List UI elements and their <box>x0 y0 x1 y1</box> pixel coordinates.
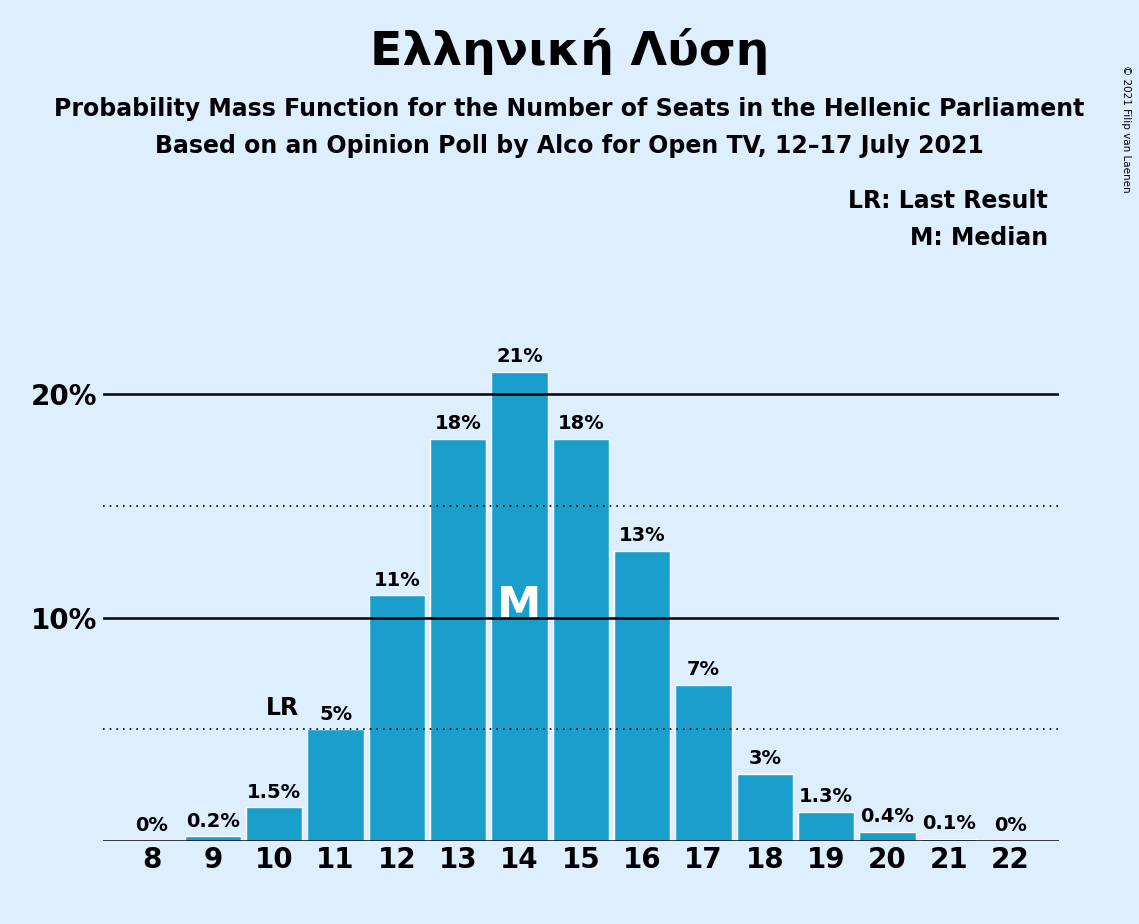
Text: 3%: 3% <box>748 749 781 768</box>
Text: 0.2%: 0.2% <box>186 812 240 831</box>
Bar <box>246 808 303 841</box>
Text: 13%: 13% <box>618 526 665 545</box>
Text: 0%: 0% <box>993 816 1026 835</box>
Bar <box>369 595 425 841</box>
Bar <box>185 836 241 841</box>
Bar <box>675 685 731 841</box>
Text: © 2021 Filip van Laenen: © 2021 Filip van Laenen <box>1121 65 1131 192</box>
Text: Ελληνική Λύση: Ελληνική Λύση <box>370 28 769 75</box>
Text: 0.1%: 0.1% <box>921 814 976 833</box>
Text: 0%: 0% <box>136 816 169 835</box>
Text: Based on an Opinion Poll by Alco for Open TV, 12–17 July 2021: Based on an Opinion Poll by Alco for Ope… <box>155 134 984 158</box>
Bar <box>798 812 854 841</box>
Text: 21%: 21% <box>497 347 543 366</box>
Text: Probability Mass Function for the Number of Seats in the Hellenic Parliament: Probability Mass Function for the Number… <box>55 97 1084 121</box>
Bar <box>737 774 793 841</box>
Bar <box>614 551 671 841</box>
Text: LR: Last Result: LR: Last Result <box>849 189 1048 213</box>
Bar <box>552 439 609 841</box>
Text: 1.5%: 1.5% <box>247 783 302 802</box>
Text: 1.3%: 1.3% <box>800 787 853 807</box>
Bar <box>859 832 916 841</box>
Text: 5%: 5% <box>319 705 352 723</box>
Bar <box>431 439 486 841</box>
Text: M: M <box>498 585 542 628</box>
Text: 7%: 7% <box>687 660 720 679</box>
Text: LR: LR <box>265 697 298 721</box>
Text: M: Median: M: Median <box>910 226 1048 250</box>
Text: 18%: 18% <box>557 414 605 433</box>
Bar <box>308 729 363 841</box>
Bar <box>920 839 977 841</box>
Text: 18%: 18% <box>435 414 482 433</box>
Text: 0.4%: 0.4% <box>861 808 915 826</box>
Text: 11%: 11% <box>374 571 420 590</box>
Bar <box>491 372 548 841</box>
